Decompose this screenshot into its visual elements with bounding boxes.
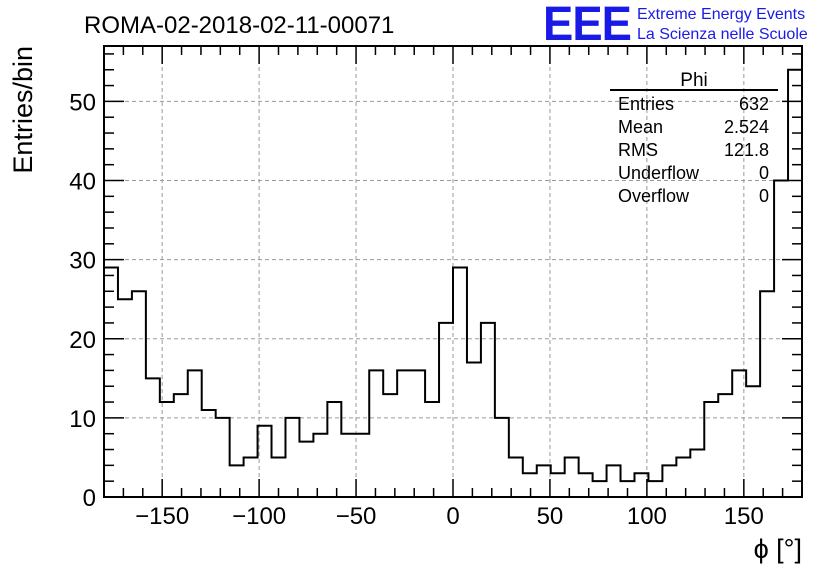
stats-label-entries: Entries xyxy=(618,94,674,114)
x-tick-labels: −150 −100 −50 0 50 100 150 xyxy=(135,503,764,530)
histogram-step-line xyxy=(103,68,802,497)
y-tick-label: 30 xyxy=(69,248,96,275)
stats-label-underflow: Underflow xyxy=(618,163,700,183)
eee-logo: EEE Extreme Energy Events La Scienza nel… xyxy=(543,0,808,51)
logo-line-1: Extreme Energy Events xyxy=(637,6,805,23)
eee-logo-mark: EEE xyxy=(543,0,631,51)
x-tick-label: 100 xyxy=(627,503,667,530)
y-tick-label: 40 xyxy=(69,169,96,196)
logo-line-2: La Scienza nelle Scuole xyxy=(637,26,808,43)
stats-value-rms: 121.8 xyxy=(724,140,769,160)
run-title: ROMA-02-2018-02-11-00071 xyxy=(84,12,394,39)
stats-label-overflow: Overflow xyxy=(618,186,690,206)
stats-label-mean: Mean xyxy=(618,117,663,137)
x-tick-label: −100 xyxy=(232,503,286,530)
stats-box: Phi Entries 632 Mean 2.524 RMS 121.8 Underflow… xyxy=(610,70,778,206)
x-tick-label: 150 xyxy=(724,503,764,530)
y-axis-title: Entries/bin xyxy=(8,46,38,174)
stats-box-title: Phi xyxy=(680,70,707,91)
stats-value-overflow: 0 xyxy=(759,186,769,206)
y-tick-label: 20 xyxy=(69,327,96,354)
stats-value-entries: 632 xyxy=(739,94,769,114)
y-tick-labels: 0 10 20 30 40 50 xyxy=(69,89,96,512)
stats-value-underflow: 0 xyxy=(759,163,769,183)
stats-value-mean: 2.524 xyxy=(724,117,769,137)
axis-ticks xyxy=(103,46,803,498)
x-tick-label: −150 xyxy=(135,503,189,530)
x-tick-label: 0 xyxy=(446,503,459,530)
y-tick-label: 0 xyxy=(83,485,96,512)
x-axis-title: ϕ [°] xyxy=(754,534,802,564)
y-tick-label: 50 xyxy=(69,89,96,116)
x-tick-label: 50 xyxy=(537,503,564,530)
stats-label-rms: RMS xyxy=(618,140,658,160)
x-tick-label: −50 xyxy=(336,503,377,530)
y-tick-label: 10 xyxy=(69,406,96,433)
